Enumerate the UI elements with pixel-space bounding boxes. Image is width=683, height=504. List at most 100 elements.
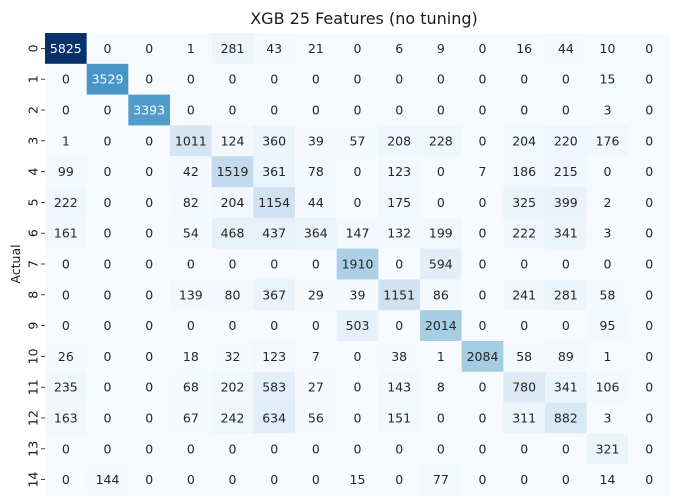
heatmap-cell-r9-c9 [420, 310, 463, 342]
heatmap-cell-label-r3-c0: 1 [62, 133, 70, 148]
heatmap-cell-r4-c5 [253, 156, 296, 188]
y-tick-label-7: 7 [26, 260, 41, 268]
heatmap-cell-label-r14-c3: 0 [187, 472, 195, 487]
heatmap-cell-label-r7-c4: 0 [229, 257, 237, 272]
heatmap-cell-r4-c7 [336, 156, 379, 188]
heatmap-cell-r13-c2 [128, 433, 171, 465]
heatmap-cell-label-r10-c8: 38 [391, 349, 407, 364]
heatmap-cell-r5-c14 [628, 187, 671, 219]
heatmap-cell-r4-c9 [420, 156, 463, 188]
heatmap-cell-label-r8-c4: 80 [225, 287, 241, 302]
y-tick-label-12: 12 [26, 410, 41, 426]
heatmap-cell-r12-c0 [45, 402, 88, 434]
heatmap-cell-r13-c1 [86, 433, 129, 465]
heatmap-cell-label-r14-c13: 14 [600, 472, 616, 487]
heatmap-cell-label-r4-c1: 0 [104, 164, 112, 179]
heatmap-cell-r2-c2 [128, 94, 171, 126]
heatmap-cell-r12-c12 [545, 402, 588, 434]
y-tick-label-6: 6 [26, 229, 41, 237]
heatmap-cell-label-r7-c9: 594 [429, 257, 453, 272]
heatmap-cell-r0-c10 [461, 33, 504, 65]
heatmap-cell-r3-c5 [253, 125, 296, 157]
heatmap-cell-label-r3-c5: 360 [262, 133, 286, 148]
heatmap-cell-r11-c8 [378, 371, 421, 404]
heatmap-cell-r6-c8 [378, 217, 421, 250]
heatmap-cell-r5-c13 [586, 187, 629, 219]
heatmap-cell-label-r2-c14: 0 [645, 103, 653, 118]
heatmap-cell-label-r4-c9: 0 [437, 164, 445, 179]
heatmap-cell-r7-c9 [420, 248, 463, 280]
heatmap-cell-r14-c3 [170, 464, 213, 496]
heatmap-cell-label-r0-c4: 281 [221, 41, 245, 56]
heatmap-cell-r10-c7 [336, 341, 379, 373]
heatmap-cell-r11-c11 [503, 371, 546, 404]
heatmap-cell-r2-c5 [253, 94, 296, 126]
heatmap-cell-label-r8-c1: 0 [104, 287, 112, 302]
heatmap-cell-r5-c10 [461, 187, 504, 219]
heatmap-cell-r12-c2 [128, 402, 171, 434]
heatmap-cell-label-r5-c11: 325 [512, 195, 536, 210]
heatmap-cell-r13-c7 [336, 433, 379, 465]
heatmap-cell-r9-c10 [461, 310, 504, 342]
heatmap-cell-label-r0-c11: 16 [516, 41, 532, 56]
heatmap-cell-label-r11-c12: 341 [554, 380, 578, 395]
heatmap-cell-label-r9-c11: 0 [520, 318, 528, 333]
heatmap-cell-label-r3-c4: 124 [221, 133, 245, 148]
y-tick-label-9: 9 [26, 322, 41, 330]
heatmap-cell-label-r10-c12: 89 [558, 349, 574, 364]
y-tick-label-10: 10 [26, 348, 41, 364]
heatmap-cell-label-r9-c4: 0 [229, 318, 237, 333]
heatmap-cell-label-r1-c11: 0 [520, 72, 528, 87]
heatmap-cell-label-r3-c13: 176 [596, 133, 620, 148]
heatmap-cell-label-r1-c0: 0 [62, 72, 70, 87]
heatmap-cell-label-r2-c5: 0 [270, 103, 278, 118]
heatmap-cell-r8-c3 [170, 279, 213, 311]
heatmap-cell-label-r9-c5: 0 [270, 318, 278, 333]
heatmap-cell-label-r13-c7: 0 [354, 441, 362, 456]
heatmap-cell-label-r13-c12: 0 [562, 441, 570, 456]
heatmap-cell-r7-c5 [253, 248, 296, 280]
heatmap-cell-r2-c10 [461, 94, 504, 126]
heatmap-cell-r1-c14 [628, 63, 671, 96]
heatmap-cell-r7-c7 [336, 248, 379, 280]
heatmap-cell-r3-c1 [86, 125, 129, 157]
heatmap-cell-label-r10-c5: 123 [262, 349, 286, 364]
heatmap-cell-label-r9-c6: 0 [312, 318, 320, 333]
chart-title: XGB 25 Features (no tuning) [250, 9, 478, 28]
heatmap-cell-label-r11-c3: 68 [183, 380, 199, 395]
heatmap-cell-label-r12-c10: 0 [479, 411, 487, 426]
heatmap-cell-r4-c1 [86, 156, 129, 188]
heatmap-cell-label-r14-c9: 77 [433, 472, 449, 487]
heatmap-cell-r11-c0 [45, 371, 88, 404]
heatmap-cell-label-r8-c14: 0 [645, 287, 653, 302]
heatmap-cell-label-r4-c3: 42 [183, 164, 199, 179]
heatmap-cell-r14-c13 [586, 464, 629, 496]
heatmap-cell-label-r13-c5: 0 [270, 441, 278, 456]
heatmap-cell-r7-c1 [86, 248, 129, 280]
heatmap-cell-label-r13-c14: 0 [645, 441, 653, 456]
heatmap-cell-label-r11-c9: 8 [437, 380, 445, 395]
heatmap-cell-label-r2-c7: 0 [354, 103, 362, 118]
heatmap-cell-r10-c11 [503, 341, 546, 373]
y-tick-label-3: 3 [26, 137, 41, 145]
heatmap-cell-label-r2-c9: 0 [437, 103, 445, 118]
heatmap-cell-r9-c4 [211, 310, 254, 342]
heatmap-cell-r14-c10 [461, 464, 504, 496]
heatmap-cell-r7-c4 [211, 248, 254, 280]
y-tick-label-4: 4 [26, 168, 41, 176]
heatmap-cell-label-r12-c8: 151 [387, 411, 411, 426]
heatmap-cell-r2-c13 [586, 94, 629, 126]
heatmap-cell-label-r14-c10: 0 [479, 472, 487, 487]
heatmap-cell-r12-c4 [211, 402, 254, 434]
heatmap-cell-label-r13-c2: 0 [145, 441, 153, 456]
heatmap-cell-label-r8-c2: 0 [145, 287, 153, 302]
heatmap-cell-label-r11-c11: 780 [512, 380, 536, 395]
heatmap-cell-r11-c6 [295, 371, 338, 404]
heatmap-cell-r4-c12 [545, 156, 588, 188]
heatmap-cell-label-r4-c5: 361 [262, 164, 286, 179]
heatmap-cell-r2-c4 [211, 94, 254, 126]
heatmap-cell-label-r1-c6: 0 [312, 72, 320, 87]
heatmap-cell-r12-c13 [586, 402, 629, 434]
heatmap-cell-label-r10-c6: 7 [312, 349, 320, 364]
heatmap-cell-label-r3-c8: 208 [387, 133, 411, 148]
